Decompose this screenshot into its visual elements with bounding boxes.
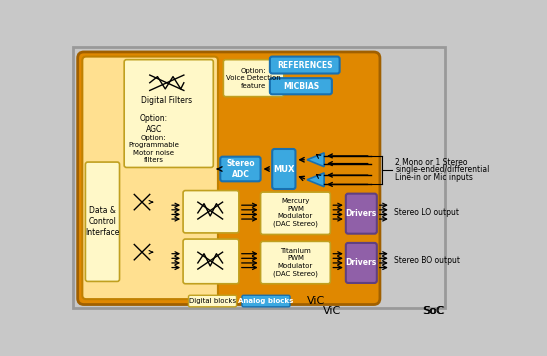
Text: Option:
Voice Detection
feature: Option: Voice Detection feature (226, 68, 281, 89)
Text: Data &
Control
Interface: Data & Control Interface (85, 206, 120, 237)
Bar (73, 47, 445, 308)
Text: Drivers: Drivers (346, 258, 377, 267)
FancyBboxPatch shape (189, 295, 236, 307)
Text: 2 Mono or 1 Stereo: 2 Mono or 1 Stereo (395, 158, 468, 167)
Text: Drivers: Drivers (346, 209, 377, 218)
Text: Stereo
ADC: Stereo ADC (226, 159, 255, 179)
Polygon shape (307, 153, 324, 167)
Text: MICBIAS: MICBIAS (283, 82, 319, 91)
Text: REFERENCES: REFERENCES (277, 61, 333, 69)
FancyBboxPatch shape (272, 149, 295, 189)
FancyBboxPatch shape (183, 190, 239, 233)
FancyBboxPatch shape (83, 57, 218, 299)
Text: Line-in or Mic inputs: Line-in or Mic inputs (395, 173, 473, 182)
Text: Stereo LO output: Stereo LO output (394, 208, 459, 216)
Text: Option:
Programmable
Motor noise
filters: Option: Programmable Motor noise filters (128, 135, 179, 163)
Text: Mercury
PWM
Modulator
(DAC Stereo): Mercury PWM Modulator (DAC Stereo) (273, 198, 318, 227)
FancyBboxPatch shape (85, 162, 120, 282)
FancyBboxPatch shape (270, 57, 340, 74)
Text: Titanium
PWM
Modulator
(DAC Stereo): Titanium PWM Modulator (DAC Stereo) (273, 248, 318, 277)
Polygon shape (307, 173, 324, 187)
FancyBboxPatch shape (346, 194, 377, 234)
Text: Digital Filters: Digital Filters (141, 96, 193, 105)
FancyBboxPatch shape (183, 239, 239, 284)
Text: Option:
AGC: Option: AGC (139, 114, 168, 134)
Text: MUX: MUX (273, 164, 295, 173)
FancyBboxPatch shape (220, 157, 260, 181)
Text: Stereo BO output: Stereo BO output (394, 256, 460, 265)
Text: ViC: ViC (307, 297, 325, 307)
FancyBboxPatch shape (346, 243, 377, 283)
FancyBboxPatch shape (124, 60, 213, 167)
FancyBboxPatch shape (260, 241, 330, 284)
Text: Analog blocks: Analog blocks (238, 298, 294, 304)
FancyBboxPatch shape (242, 295, 290, 307)
FancyBboxPatch shape (223, 60, 284, 96)
FancyBboxPatch shape (78, 52, 380, 304)
FancyBboxPatch shape (260, 192, 330, 235)
Text: Digital blocks: Digital blocks (189, 298, 236, 304)
Text: SoC: SoC (422, 307, 444, 316)
Text: ViC: ViC (323, 307, 341, 316)
Text: single-ended/differential: single-ended/differential (395, 165, 490, 174)
Text: SoC: SoC (423, 307, 445, 316)
FancyBboxPatch shape (270, 78, 332, 94)
